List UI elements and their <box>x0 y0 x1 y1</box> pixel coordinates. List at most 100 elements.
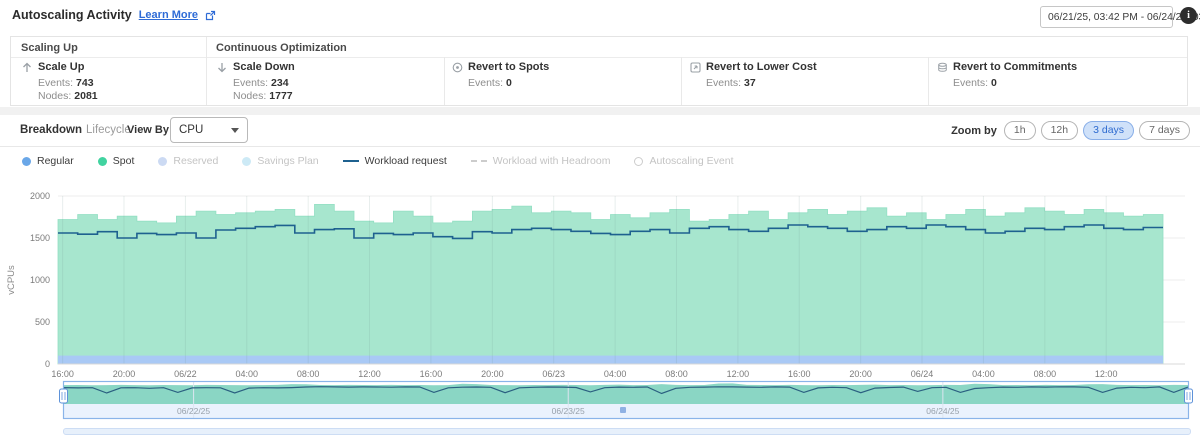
metric-value: 0 <box>506 77 512 89</box>
card-label: Revert to Commitments <box>953 61 1078 73</box>
metric-row: Events: 0 <box>468 77 512 89</box>
x-axis-label: 08:00 <box>665 369 688 379</box>
regular-band-series <box>58 355 1163 364</box>
navigator-chart[interactable]: 06/22/25 06/23/25 06/24/25 <box>0 380 1200 422</box>
legend-label: Workload with Headroom <box>492 155 611 167</box>
vertical-divider <box>444 57 445 105</box>
y-axis-label: 2000 <box>30 191 50 201</box>
legend-swatch <box>97 156 107 166</box>
tab-breakdown[interactable]: Breakdown <box>20 124 82 136</box>
y-axis-label: 1500 <box>30 233 50 243</box>
x-axis-label: 04:00 <box>604 369 627 379</box>
navigator-scroll-marker[interactable] <box>620 407 626 413</box>
legend-item-reserved[interactable]: Reserved <box>158 155 218 167</box>
legend-item-autoscaling-event[interactable]: Autoscaling Event <box>634 155 734 167</box>
x-axis-label: 20:00 <box>113 369 136 379</box>
metric-value: 743 <box>76 77 94 89</box>
x-axis-label: 06/24 <box>911 369 934 379</box>
legend-swatch <box>470 160 487 162</box>
zoom-pill-3-days[interactable]: 3 days <box>1083 121 1135 140</box>
legend-swatch <box>342 160 359 162</box>
y-axis-label: 1000 <box>30 275 50 285</box>
revert-to-spots-icon <box>451 62 463 73</box>
legend-swatch <box>158 156 168 166</box>
group-label-continuous-optimization: Continuous Optimization <box>216 42 347 54</box>
metric-value: 0 <box>991 77 997 89</box>
legend-label: Savings Plan <box>257 155 319 167</box>
zoom-pill-7-days[interactable]: 7 days <box>1139 121 1190 140</box>
x-axis-label: 08:00 <box>1034 369 1057 379</box>
main-chart[interactable]: 0 500 1000 1500 2000 16:00 20:00 06/22 04:00 08:0… <box>0 178 1200 380</box>
revert-to-lower-cost-icon <box>689 61 701 73</box>
vertical-divider <box>681 57 682 105</box>
spot-area-series <box>57 204 1164 365</box>
metric-value: 2081 <box>74 90 98 102</box>
metric-row: Events: 37 <box>706 77 756 89</box>
legend-item-savings-plan[interactable]: Savings Plan <box>242 155 319 167</box>
legend-swatch <box>22 156 31 166</box>
view-by-select[interactable]: CPU <box>170 117 248 143</box>
metric-row: Events: 0 <box>953 77 997 89</box>
x-axis-label: 16:00 <box>788 369 811 379</box>
legend-swatch <box>634 156 644 166</box>
view-by-value: CPU <box>179 124 204 136</box>
vertical-divider <box>206 37 207 105</box>
external-link-icon[interactable] <box>205 10 216 21</box>
x-axis-label: 06/22 <box>174 369 197 379</box>
legend-swatch <box>242 156 252 166</box>
tab-lifecycle[interactable]: Lifecycle <box>86 124 131 136</box>
legend-item-workload-with-headroom[interactable]: Workload with Headroom <box>470 155 611 167</box>
card-scale-up: Scale Up Events: 743 Nodes: 2081 <box>21 61 98 103</box>
chevron-down-icon <box>231 127 239 133</box>
x-axis-label: 12:00 <box>1095 369 1118 379</box>
page-title: Autoscaling Activity <box>12 8 132 22</box>
date-range-input[interactable]: 06/21/25, 03:42 PM - 06/24/25, 03:42 PM <box>1040 6 1200 28</box>
x-axis-label: 12:00 <box>358 369 381 379</box>
learn-more-link[interactable]: Learn More <box>138 9 198 21</box>
x-axis-label: 12:00 <box>727 369 750 379</box>
metric-row: Nodes: 2081 <box>38 90 98 102</box>
navigator-date-label: 06/23/25 <box>552 406 585 416</box>
legend-label: Spot <box>112 155 135 167</box>
page-header: Autoscaling Activity Learn More <box>12 8 216 22</box>
x-axis-label: 04:00 <box>972 369 995 379</box>
card-label: Scale Up <box>38 61 85 73</box>
legend-label: Reserved <box>173 155 219 167</box>
y-axis-label: 0 <box>45 359 50 369</box>
x-axis-label: 20:00 <box>849 369 872 379</box>
navigator-left-handle[interactable] <box>59 388 68 404</box>
scale-up-icon <box>21 62 33 73</box>
metric-row: Events: 234 <box>233 77 289 89</box>
card-label: Revert to Lower Cost <box>706 61 817 73</box>
legend-item-spot[interactable]: Spot <box>97 155 135 167</box>
zoom-pill-12h[interactable]: 12h <box>1040 121 1079 140</box>
vertical-divider <box>928 57 929 105</box>
x-axis-label: 08:00 <box>297 369 320 379</box>
x-axis-label: 16:00 <box>51 369 74 379</box>
card-revert-to-spots: Revert to Spots Events: 0 <box>451 61 549 90</box>
y-axis-title: vCPUs <box>6 265 17 295</box>
y-axis-label: 500 <box>35 317 50 327</box>
zoom-by-label: Zoom by <box>951 124 997 137</box>
metric-row: Events: 743 <box>38 77 94 89</box>
navigator-date-label: 06/24/25 <box>926 406 959 416</box>
horizontal-scrollbar[interactable] <box>63 428 1191 435</box>
metric-value: 234 <box>271 77 289 89</box>
legend-item-regular[interactable]: Regular <box>22 155 74 167</box>
card-scale-down: Scale Down Events: 234 Nodes: 1777 <box>216 61 295 103</box>
x-axis-label: 16:00 <box>420 369 443 379</box>
card-revert-to-lower-cost: Revert to Lower Cost Events: 37 <box>689 61 817 90</box>
navigator-line-series <box>63 386 1189 395</box>
navigator-right-handle[interactable] <box>1184 388 1193 404</box>
card-revert-to-commitments: Revert to Commitments Events: 0 <box>936 61 1077 90</box>
divider <box>0 146 1200 147</box>
x-axis-label: 06/23 <box>542 369 565 379</box>
legend-item-workload-request[interactable]: Workload request <box>342 155 447 167</box>
x-axis-label: 20:00 <box>481 369 504 379</box>
zoom-pill-1h[interactable]: 1h <box>1003 121 1036 140</box>
x-axis-label: 04:00 <box>235 369 258 379</box>
zoom-by-group: Zoom by 1h 12h 3 days 7 days <box>951 121 1190 140</box>
navigator-area-series <box>64 383 1188 404</box>
panel-divider <box>11 57 1187 58</box>
info-icon[interactable]: i <box>1180 7 1197 24</box>
